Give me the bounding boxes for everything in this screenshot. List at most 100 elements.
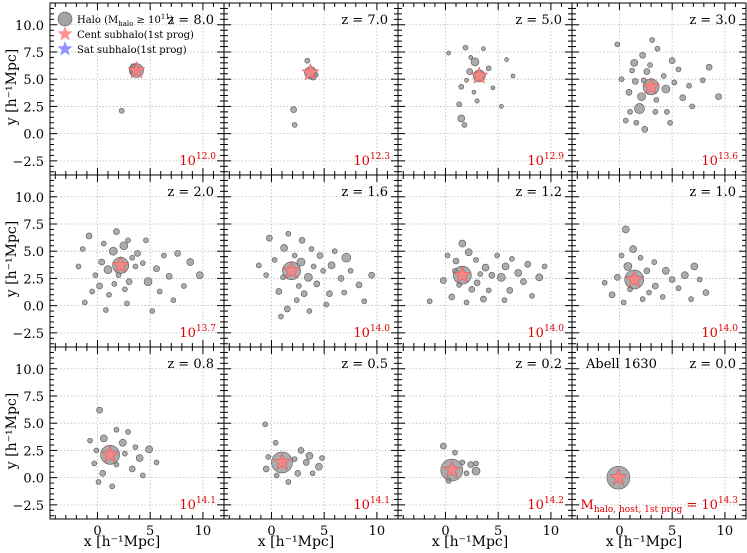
x-tick-label: 5	[668, 524, 676, 539]
panel: −2.5 0.0 2.5 5.0 7.5 10.0 z = 8.0 1012.0 Halo (M…	[12, 2, 225, 176]
halo-point	[689, 103, 696, 110]
halo-point	[477, 271, 484, 277]
halo-point	[637, 92, 646, 101]
halo-point	[122, 450, 128, 457]
y-tick-label: 7.5	[23, 46, 44, 61]
y-tick-label: 7.5	[23, 390, 44, 405]
halo-point	[481, 46, 486, 52]
halo-point	[125, 429, 131, 435]
mass-label-exponent: 14.0	[718, 324, 738, 334]
halo-point	[637, 254, 644, 261]
y-tick-label: 0.0	[23, 300, 44, 315]
halo-point	[143, 277, 153, 286]
halo-point	[641, 125, 649, 133]
redshift-label: z = 7.0	[341, 13, 388, 28]
halo-point	[293, 297, 300, 303]
mass-label-exponent: 14.0	[544, 324, 564, 334]
halo-point	[113, 426, 120, 433]
halo-point	[153, 265, 160, 272]
halo-point	[302, 459, 310, 466]
halo-point	[309, 470, 316, 477]
halo-point	[618, 252, 625, 259]
halo-point	[285, 230, 292, 237]
halo-point	[111, 281, 118, 287]
halo-point	[506, 287, 514, 294]
halo-point	[103, 265, 113, 275]
halo-point	[113, 228, 120, 235]
y-tick-label: 0.0	[23, 128, 44, 143]
halo-point	[681, 271, 689, 279]
halo-point	[514, 269, 523, 277]
halo-point	[85, 232, 93, 240]
halo-point	[273, 472, 280, 479]
panel-frame	[223, 2, 399, 176]
halo-point	[313, 280, 321, 288]
legend-halo-exponent: 11	[161, 13, 170, 21]
halo-point	[143, 237, 149, 244]
central-subhalo-star	[127, 60, 146, 79]
halo-point	[115, 272, 122, 278]
halo-point	[446, 50, 451, 56]
halo-point	[445, 478, 452, 484]
halo-point	[96, 406, 103, 414]
halo-point	[118, 438, 127, 447]
halo-point	[649, 37, 655, 43]
halo-point	[529, 293, 535, 299]
halo-point	[331, 248, 338, 255]
halo-point	[646, 289, 652, 296]
halo-point	[135, 454, 144, 462]
x-tick-label: 0	[615, 524, 623, 539]
x-tick-label: 0	[441, 524, 449, 539]
marker-group	[118, 60, 146, 114]
halo-point	[452, 257, 460, 265]
halo-point	[291, 252, 298, 259]
halo-point	[499, 104, 504, 109]
halo-point	[368, 271, 375, 279]
halo-point	[262, 465, 270, 473]
marker-group	[440, 442, 481, 484]
halo-point	[263, 272, 269, 278]
halo-point	[510, 73, 516, 79]
panel-frame	[397, 2, 573, 176]
halo-point	[327, 261, 336, 270]
halo-point	[614, 41, 621, 48]
halo-point	[108, 246, 118, 256]
halo-point	[457, 114, 466, 123]
halo-point	[341, 252, 352, 263]
panel: z = 3.0 1013.6	[571, 2, 747, 176]
mass-label: 1013.6	[701, 152, 738, 169]
legend-halo-text: Halo (M	[77, 15, 118, 26]
halo-point	[296, 257, 306, 267]
halo-point	[686, 82, 692, 89]
central-subhalo-star	[282, 261, 301, 279]
halo-point	[661, 84, 671, 94]
halo-point	[652, 282, 659, 290]
halo-point	[634, 103, 645, 114]
mass-label-exponent: 13.7	[196, 324, 216, 334]
mass-label: 1013.7	[179, 324, 216, 341]
halo-point	[630, 59, 639, 67]
legend-sat-marker	[57, 41, 73, 56]
halo-point	[494, 252, 500, 259]
halo-point	[92, 272, 99, 278]
halo-point	[440, 277, 447, 284]
halo-point	[95, 479, 102, 485]
mass-label: Mhalo, host, 1st prog = 1014.3	[581, 496, 739, 515]
halo-point	[275, 288, 283, 295]
legend-halo-label: Halo (Mhalo ≥ 1011)	[77, 13, 174, 28]
halo-point	[326, 290, 333, 297]
halo-point	[315, 462, 323, 471]
halo-point	[124, 300, 130, 307]
x-tick-label: 5	[494, 524, 502, 539]
marker-group	[255, 230, 375, 320]
halo-point	[341, 289, 348, 296]
central-subhalo-star	[469, 66, 489, 84]
halo-point	[520, 278, 527, 285]
halo-point	[195, 271, 204, 279]
central-subhalo-star	[301, 62, 320, 81]
panel-frame	[49, 346, 225, 520]
halo-point	[119, 241, 129, 251]
halo-point	[75, 263, 82, 270]
redshift-label: z = 0.5	[341, 357, 388, 372]
mass-label: 1012.9	[527, 152, 564, 169]
